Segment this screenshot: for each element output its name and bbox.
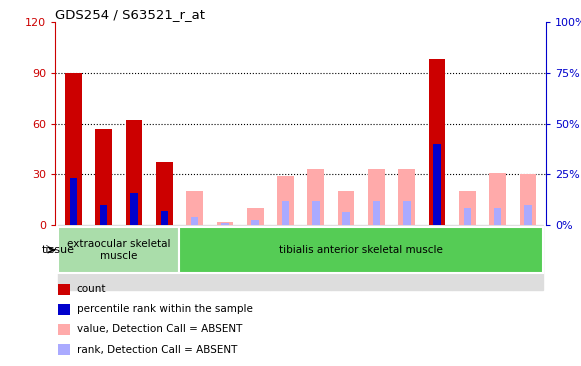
Bar [252, 220, 259, 225]
Text: value, Detection Call = ABSENT: value, Detection Call = ABSENT [77, 324, 242, 335]
Bar [130, 193, 138, 225]
Bar [125, 120, 142, 225]
Text: count: count [77, 284, 106, 294]
Text: tibialis anterior skeletal muscle: tibialis anterior skeletal muscle [279, 245, 443, 255]
Bar [331, 225, 361, 290]
Bar [282, 201, 289, 225]
Text: extraocular skeletal
muscle: extraocular skeletal muscle [67, 239, 171, 261]
Bar [240, 225, 270, 290]
Bar [338, 191, 354, 225]
Bar [433, 144, 441, 225]
Bar [88, 225, 119, 290]
Bar [403, 201, 411, 225]
Bar [277, 176, 294, 225]
Bar [392, 225, 422, 290]
Bar [247, 208, 264, 225]
Text: GDS254 / S63521_r_at: GDS254 / S63521_r_at [55, 8, 205, 21]
Text: tissue: tissue [42, 245, 74, 255]
Bar [187, 191, 203, 225]
Bar [482, 225, 513, 290]
Bar [58, 227, 180, 273]
Bar [221, 223, 229, 225]
Bar [156, 163, 173, 225]
Bar [180, 225, 210, 290]
Bar [70, 178, 77, 225]
Bar [307, 169, 324, 225]
Bar [368, 169, 385, 225]
Bar [100, 205, 107, 225]
Bar [149, 225, 180, 290]
Bar [494, 208, 501, 225]
Bar [422, 225, 452, 290]
Bar [217, 222, 233, 225]
Bar [513, 225, 543, 290]
Bar [95, 128, 112, 225]
Bar [489, 173, 506, 225]
Bar [312, 201, 320, 225]
Bar [160, 211, 168, 225]
Bar [270, 225, 301, 290]
Bar [191, 217, 198, 225]
Bar [119, 225, 149, 290]
Text: percentile rank within the sample: percentile rank within the sample [77, 304, 253, 314]
Text: rank, Detection Call = ABSENT: rank, Detection Call = ABSENT [77, 344, 237, 355]
Bar [452, 225, 482, 290]
Bar [399, 169, 415, 225]
Bar [464, 208, 471, 225]
Bar [361, 225, 392, 290]
Bar [429, 59, 446, 225]
Bar [524, 205, 532, 225]
Bar [459, 191, 476, 225]
Bar [301, 225, 331, 290]
Bar [519, 174, 536, 225]
Bar [210, 225, 240, 290]
Bar [342, 212, 350, 225]
Bar [65, 73, 82, 225]
Bar [372, 201, 380, 225]
Bar [58, 225, 88, 290]
Bar [180, 227, 543, 273]
